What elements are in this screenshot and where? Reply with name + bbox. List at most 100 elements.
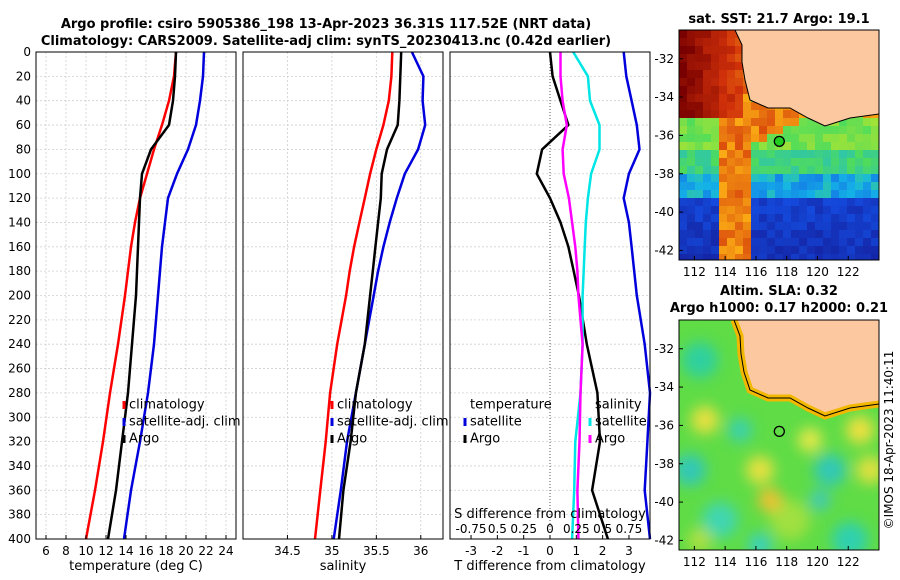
sst-cell [711, 246, 719, 254]
sst-cell [815, 142, 823, 150]
y-tick-label: 200 [8, 289, 31, 303]
x-tick-label: -3 [465, 544, 477, 558]
sst-cell [751, 214, 759, 222]
sst-cell [775, 190, 783, 198]
sst-cell [703, 222, 711, 230]
sst-cell [703, 110, 711, 118]
sst-cell [767, 190, 775, 198]
sst-cell [847, 206, 855, 214]
sst-cell [703, 230, 711, 238]
x-tick-label: 112 [683, 265, 706, 279]
difference-legend-right: salinity satellite Argo [588, 398, 647, 447]
sst-cell [855, 222, 863, 230]
sst-cell [703, 70, 711, 78]
sst-cell [863, 134, 871, 142]
sst-cell [719, 222, 727, 230]
sst-cell [711, 182, 719, 190]
sst-cell [703, 190, 711, 198]
sst-cell [727, 70, 735, 78]
sst-cell [775, 118, 783, 126]
sst-cell [703, 38, 711, 46]
sst-cell [695, 166, 703, 174]
sst-cell [719, 238, 727, 246]
sst-cell [719, 62, 727, 70]
sst-cell [679, 158, 687, 166]
sst-cell [847, 198, 855, 206]
sst-cell [751, 198, 759, 206]
sla-anomaly-blob [846, 416, 874, 444]
x-tick-label: 112 [683, 555, 706, 569]
sst-cell [719, 190, 727, 198]
sst-cell [687, 246, 695, 254]
sst-cell [871, 246, 879, 254]
sst-cell [815, 126, 823, 134]
sst-cell [687, 30, 695, 38]
sst-cell [775, 246, 783, 254]
sst-cell [687, 46, 695, 54]
sst-cell [799, 198, 807, 206]
sst-cell [863, 150, 871, 158]
sst-cell [687, 238, 695, 246]
sla-anomaly-blob [798, 428, 822, 452]
x-tick-label: 116 [744, 265, 767, 279]
sst-cell [767, 254, 775, 260]
difference-xlabel: T difference from climatology [453, 559, 646, 574]
sst-cell [735, 126, 743, 134]
sst-cell [775, 230, 783, 238]
sst-cell [855, 142, 863, 150]
sst-cell [743, 198, 751, 206]
sst-cell [807, 182, 815, 190]
sst-cell [743, 214, 751, 222]
sst-cell [695, 230, 703, 238]
sst-cell [679, 222, 687, 230]
sst-cell [791, 198, 799, 206]
sst-cell [727, 174, 735, 182]
sst-cell [695, 54, 703, 62]
sst-cell [831, 246, 839, 254]
sst-cell [695, 158, 703, 166]
sst-cell [719, 134, 727, 142]
sst-cell [871, 134, 879, 142]
sst-cell [863, 126, 871, 134]
sst-cell [855, 230, 863, 238]
sst-cell [751, 238, 759, 246]
sst-cell [775, 222, 783, 230]
sst-cell [735, 198, 743, 206]
sst-cell [807, 134, 815, 142]
series-line-climatology [313, 51, 394, 540]
sst-cell [695, 198, 703, 206]
sst-cell [759, 214, 767, 222]
sst-cell [743, 158, 751, 166]
sst-cell [775, 182, 783, 190]
y-tick-label: -34 [654, 380, 674, 394]
x-tick-label: 0 [546, 544, 554, 558]
sst-cell [735, 54, 743, 62]
sst-cell [863, 246, 871, 254]
sst-cell [719, 118, 727, 126]
sst-cell [839, 174, 847, 182]
sst-cell [799, 190, 807, 198]
sst-cell [783, 238, 791, 246]
sst-cell [775, 254, 783, 260]
sst-cell [679, 102, 687, 110]
sst-cell [783, 142, 791, 150]
sst-cell [719, 158, 727, 166]
sst-cell [679, 238, 687, 246]
sst-cell [783, 150, 791, 158]
sst-cell [751, 174, 759, 182]
legend-label-satellite: satellite-adj. clim [129, 415, 241, 430]
salinity-axes-box [242, 51, 444, 540]
sst-cell [687, 102, 695, 110]
sst-cell [839, 118, 847, 126]
legend-label-temperature: temperature [470, 398, 552, 413]
sst-cell [759, 118, 767, 126]
sst-cell [679, 46, 687, 54]
legend-label-t-argo: Argo [470, 432, 500, 447]
x-tick-label: 35 [324, 544, 339, 558]
sst-cell [711, 174, 719, 182]
y-tick-label: 380 [8, 508, 31, 522]
sst-cell [863, 230, 871, 238]
sst-cell [727, 166, 735, 174]
sst-cell [807, 230, 815, 238]
sst-cell [783, 246, 791, 254]
